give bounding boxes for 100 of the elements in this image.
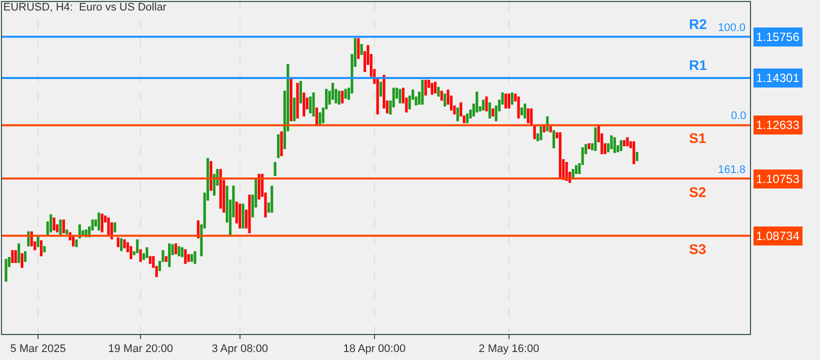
candlestick — [66, 229, 68, 234]
candlestick — [434, 82, 437, 94]
candlestick — [248, 194, 251, 234]
x-tick-label: 18 Apr 00:00 — [343, 343, 406, 356]
candlestick — [72, 236, 75, 246]
candlestick — [277, 134, 280, 158]
candlestick — [626, 137, 629, 146]
candlestick — [421, 80, 424, 105]
candlestick — [558, 132, 562, 178]
candlestick — [130, 246, 132, 260]
candlestick — [299, 80, 302, 104]
candlestick — [164, 256, 168, 262]
candlestick — [18, 243, 20, 264]
candlestick — [139, 249, 142, 262]
candlestick — [309, 96, 312, 114]
candlestick — [114, 222, 116, 232]
candlestick — [280, 131, 283, 156]
candlestick — [11, 250, 14, 264]
candlestick — [492, 108, 494, 116]
candlestick — [4, 258, 8, 282]
candlestick — [510, 92, 514, 105]
annotation: 100.0 — [718, 22, 746, 34]
annotation: R2 — [689, 16, 708, 32]
candlestick — [290, 78, 292, 122]
candlestick — [168, 243, 171, 268]
annotation: R1 — [689, 57, 708, 73]
candlestick — [174, 243, 178, 254]
candlestick — [50, 214, 52, 232]
candlestick — [184, 249, 187, 264]
candlestick — [524, 104, 526, 118]
candlestick — [274, 162, 276, 176]
candlestick — [242, 204, 244, 228]
x-tick-label: 3 Apr 08:00 — [212, 343, 268, 356]
candlestick — [62, 220, 65, 234]
ref-line-label: 1.15756 — [756, 30, 800, 44]
candlestick — [482, 100, 485, 111]
candlestick — [622, 140, 626, 146]
candlestick — [485, 96, 488, 112]
candlestick — [380, 82, 382, 97]
candlestick — [116, 237, 120, 248]
annotation: S3 — [689, 241, 706, 257]
candlestick — [43, 246, 46, 252]
candlestick — [312, 92, 315, 116]
candlestick — [620, 140, 622, 152]
annotation: 0.0 — [731, 110, 746, 122]
candlestick — [357, 38, 360, 59]
annotation: S2 — [689, 184, 706, 200]
candlestick — [437, 86, 440, 97]
candlestick — [338, 90, 340, 105]
candlestick — [424, 80, 427, 96]
candlestick — [588, 143, 590, 150]
candlestick — [344, 88, 347, 99]
candlestick — [508, 94, 510, 109]
candlestick — [190, 254, 194, 262]
candlestick — [194, 251, 196, 264]
candlestick — [552, 130, 556, 148]
candlestick — [302, 92, 306, 116]
candlestick — [40, 240, 43, 256]
candlestick — [120, 238, 123, 252]
candlestick — [107, 218, 110, 236]
candlestick — [52, 218, 56, 230]
x-tick-label: 19 Mar 20:00 — [108, 343, 173, 356]
candlestick — [466, 113, 469, 124]
candlestick — [136, 239, 139, 254]
ref-line-label: 1.10753 — [756, 172, 800, 186]
candlestick — [219, 169, 222, 209]
candlestick — [572, 169, 574, 178]
candlestick — [20, 253, 24, 268]
candlestick — [146, 247, 148, 258]
candlestick — [75, 239, 78, 248]
candlestick — [613, 137, 616, 154]
candlestick — [476, 92, 478, 113]
candlestick — [440, 90, 443, 101]
candlestick — [293, 98, 296, 122]
candlestick — [341, 90, 344, 104]
candlestick — [540, 126, 542, 140]
candlestick — [488, 102, 491, 118]
candlestick — [526, 108, 530, 124]
candlestick — [238, 204, 242, 228]
ref-line-label: 1.08734 — [756, 229, 800, 243]
candlestick — [59, 220, 62, 236]
candlestick — [148, 256, 152, 264]
candlestick — [24, 251, 27, 262]
candlestick — [594, 127, 597, 152]
ref-line-label: 1.12633 — [756, 118, 800, 132]
candlestick — [315, 108, 318, 126]
candlestick — [180, 247, 184, 258]
x-tick-label: 5 Mar 2025 — [10, 343, 66, 356]
candlestick — [123, 239, 126, 248]
candlestick — [574, 165, 578, 174]
candlestick — [14, 250, 17, 264]
candlestick — [636, 152, 638, 161]
candlestick — [210, 161, 212, 191]
chart-title: EURUSD, H4: Euro vs US Dollar — [3, 2, 167, 14]
candlestick — [456, 108, 459, 122]
candlestick — [98, 212, 100, 230]
candlestick — [610, 135, 613, 150]
candlestick — [517, 96, 520, 118]
x-tick-label: 2 May 16:00 — [478, 343, 540, 356]
candlestick — [530, 108, 533, 124]
